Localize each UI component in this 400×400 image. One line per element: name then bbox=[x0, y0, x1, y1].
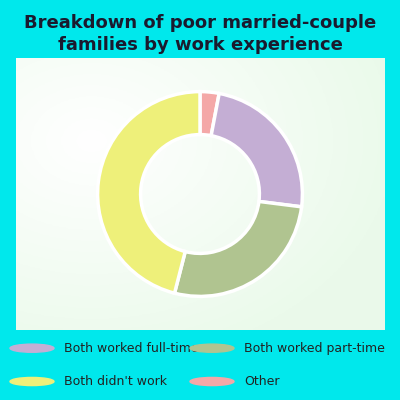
Text: Both didn't work: Both didn't work bbox=[64, 375, 167, 388]
Wedge shape bbox=[200, 92, 219, 136]
Circle shape bbox=[190, 344, 234, 352]
Circle shape bbox=[190, 378, 234, 386]
Wedge shape bbox=[211, 94, 302, 207]
Text: Both worked full-time: Both worked full-time bbox=[64, 342, 199, 355]
Wedge shape bbox=[98, 92, 200, 293]
Circle shape bbox=[10, 344, 54, 352]
Text: Both worked part-time: Both worked part-time bbox=[244, 342, 385, 355]
Text: Other: Other bbox=[244, 375, 280, 388]
Circle shape bbox=[10, 378, 54, 386]
Text: Breakdown of poor married-couple
families by work experience: Breakdown of poor married-couple familie… bbox=[24, 14, 376, 54]
Wedge shape bbox=[174, 202, 302, 296]
